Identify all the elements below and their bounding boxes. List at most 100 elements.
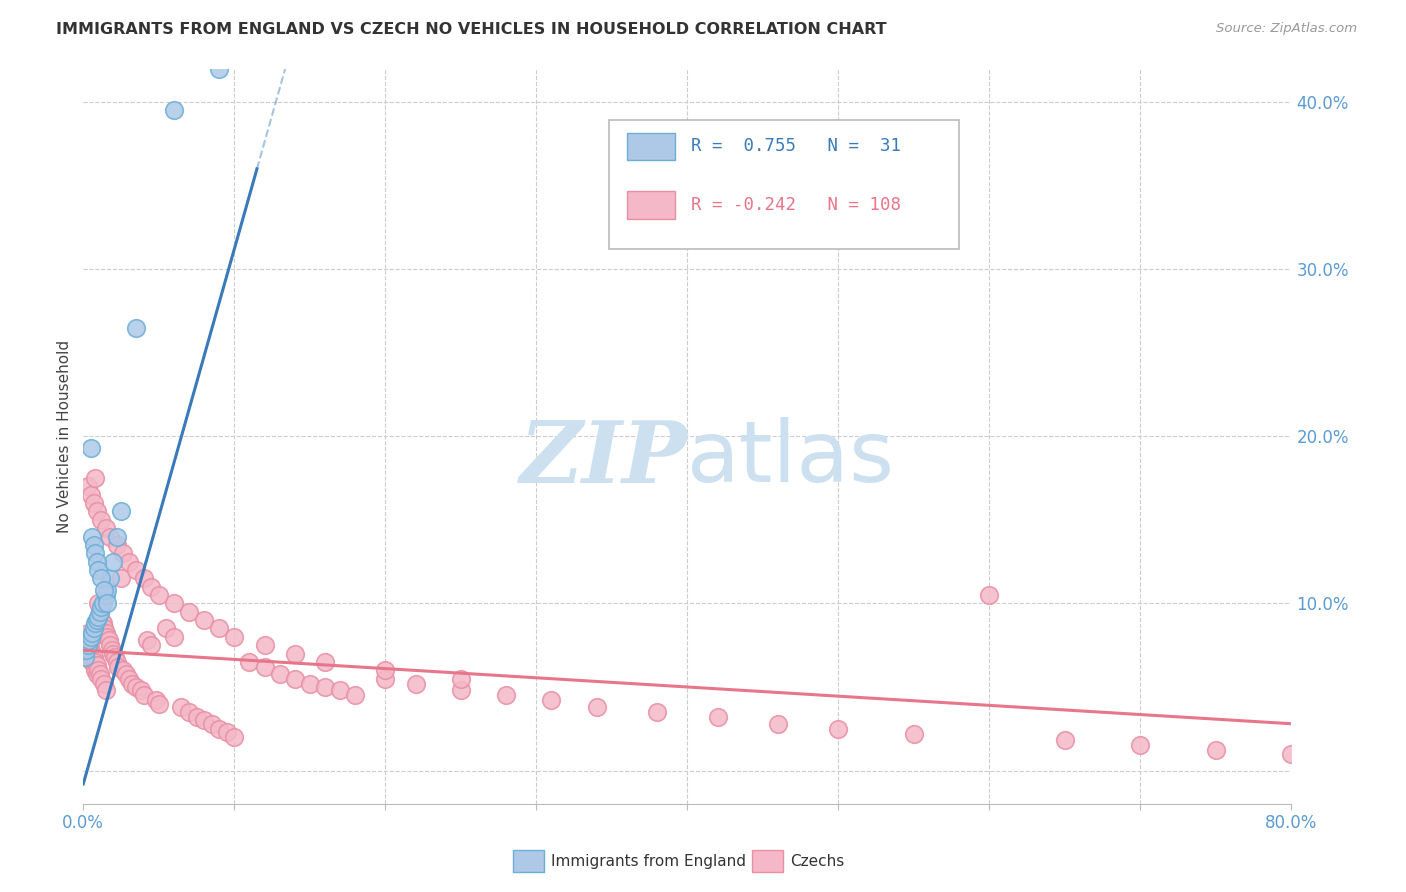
Point [76, 479, 98, 493]
Point [94, 521, 117, 535]
Point [93, 582, 115, 597]
Point [87, 563, 110, 577]
Point [87, 596, 110, 610]
FancyBboxPatch shape [627, 133, 675, 161]
Point [1053, 733, 1076, 747]
Point [75, 643, 97, 657]
Text: R = -0.242   N = 108: R = -0.242 N = 108 [690, 196, 901, 214]
Text: R =  0.755   N =  31: R = 0.755 N = 31 [690, 137, 901, 155]
Point [224, 630, 246, 644]
Point [177, 705, 200, 719]
Point [163, 596, 186, 610]
Point [101, 643, 124, 657]
FancyBboxPatch shape [627, 192, 675, 219]
Point [79, 647, 101, 661]
Point [94, 683, 117, 698]
Point [83, 538, 105, 552]
Point [107, 660, 129, 674]
Point [82, 647, 104, 661]
Point [80, 441, 103, 455]
Point [298, 676, 321, 690]
Point [73, 638, 96, 652]
Point [125, 563, 148, 577]
Point [80, 630, 103, 644]
Point [177, 605, 200, 619]
Point [86, 504, 108, 518]
Point [84, 616, 107, 631]
Point [170, 700, 193, 714]
Point [91, 616, 114, 631]
Point [103, 647, 125, 661]
Point [87, 663, 110, 677]
Point [155, 622, 177, 636]
Point [104, 649, 127, 664]
Point [1281, 747, 1303, 761]
Point [450, 683, 472, 698]
Point [76, 636, 98, 650]
Point [84, 663, 107, 677]
Point [83, 496, 105, 510]
Point [114, 666, 136, 681]
Point [125, 320, 148, 334]
Point [82, 655, 104, 669]
Y-axis label: No Vehicles in Household: No Vehicles in Household [58, 340, 72, 533]
Point [215, 725, 238, 739]
Point [284, 672, 307, 686]
Point [93, 622, 115, 636]
Point [100, 638, 122, 652]
Point [269, 666, 291, 681]
Point [76, 626, 98, 640]
Point [86, 666, 108, 681]
Point [86, 555, 108, 569]
Point [163, 630, 186, 644]
Point [84, 471, 107, 485]
Point [706, 710, 728, 724]
Point [82, 530, 104, 544]
Point [129, 683, 152, 698]
Point [91, 596, 114, 610]
Point [540, 693, 562, 707]
Point [89, 666, 111, 681]
Point [148, 588, 170, 602]
Point [141, 580, 163, 594]
Text: ZIP: ZIP [519, 417, 688, 500]
Point [100, 530, 122, 544]
Text: atlas: atlas [688, 417, 896, 500]
Point [83, 622, 105, 636]
Point [329, 683, 352, 698]
Point [827, 722, 849, 736]
Point [186, 710, 208, 724]
Point [90, 613, 112, 627]
Point [344, 689, 367, 703]
Point [80, 633, 103, 648]
Point [86, 658, 108, 673]
Point [110, 571, 132, 585]
Point [89, 605, 111, 619]
Point [83, 649, 105, 664]
Point [645, 705, 668, 719]
Point [90, 513, 112, 527]
Point [86, 613, 108, 627]
Point [97, 633, 120, 648]
Point [163, 103, 186, 118]
Text: IMMIGRANTS FROM ENGLAND VS CZECH NO VEHICLES IN HOUSEHOLD CORRELATION CHART: IMMIGRANTS FROM ENGLAND VS CZECH NO VEHI… [56, 22, 887, 37]
Point [374, 672, 396, 686]
Point [90, 672, 112, 686]
Point [80, 643, 103, 657]
Point [405, 676, 427, 690]
Point [193, 613, 215, 627]
FancyBboxPatch shape [609, 120, 959, 249]
Point [117, 672, 139, 686]
Point [208, 62, 231, 76]
Point [201, 716, 224, 731]
Point [208, 722, 231, 736]
Point [105, 538, 128, 552]
Point [84, 655, 107, 669]
Point [79, 640, 101, 654]
Point [111, 546, 134, 560]
Point [89, 605, 111, 619]
Point [96, 596, 118, 610]
Point [121, 676, 143, 690]
Point [979, 588, 1001, 602]
Point [73, 649, 96, 664]
